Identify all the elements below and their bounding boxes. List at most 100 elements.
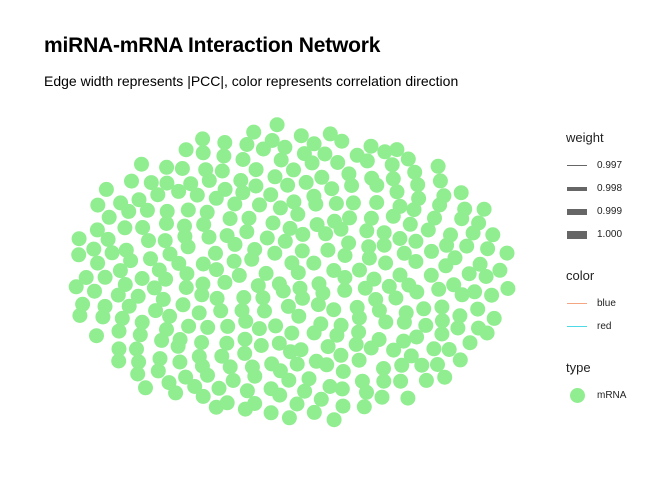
mrna-node — [351, 324, 367, 340]
mrna-node — [97, 269, 113, 285]
mrna-node — [286, 162, 301, 178]
mrna-node — [452, 352, 468, 368]
mrna-node — [450, 320, 466, 336]
mrna-node — [263, 187, 279, 203]
mrna-node — [430, 357, 445, 372]
mrna-node — [253, 338, 269, 353]
mrna-node — [420, 222, 436, 238]
mrna-node — [201, 229, 217, 245]
mrna-node — [259, 230, 275, 246]
mrna-node — [264, 133, 280, 148]
weight-legend-label: 0.999 — [597, 206, 623, 217]
mrna-node — [272, 387, 288, 403]
mrna-node — [124, 173, 139, 189]
mrna-node — [89, 328, 104, 344]
red-key-line — [567, 326, 587, 327]
mrna-node — [409, 284, 425, 300]
mrna-node — [306, 404, 322, 420]
mrna-node — [359, 384, 374, 400]
mrna-node — [131, 192, 147, 208]
mrna-node — [217, 274, 233, 290]
mrna-node — [134, 156, 149, 172]
mrna-node — [246, 124, 262, 140]
mrna-node — [71, 247, 87, 263]
mrna-node — [151, 262, 167, 278]
mrna-node — [298, 174, 314, 190]
mrna-node — [131, 354, 147, 370]
mrna-node — [100, 231, 116, 247]
mrna-node — [162, 246, 178, 262]
mrna-node — [235, 152, 251, 167]
mrna-node — [263, 405, 279, 421]
mrna-node — [195, 145, 211, 161]
mrna-node — [208, 399, 224, 415]
weight-key-line — [567, 164, 587, 167]
mrna-node — [376, 373, 392, 389]
mrna-node — [187, 379, 203, 394]
mrna-node — [403, 348, 419, 364]
mrna-node — [402, 216, 418, 232]
mrna-node — [349, 147, 365, 163]
mrna-node — [333, 347, 349, 363]
mrna-node — [217, 135, 233, 150]
mrna-node — [178, 369, 194, 385]
mrna-node — [485, 227, 501, 243]
mrna-node — [363, 340, 379, 356]
mrna-node — [90, 255, 106, 271]
weight-legend-item: 0.997 — [566, 154, 666, 177]
mrna-node — [454, 287, 470, 303]
mrna-node — [286, 194, 302, 210]
mrna-node — [471, 215, 487, 231]
mrna-node — [150, 363, 166, 379]
mrna-node — [400, 390, 416, 406]
mrna-node — [486, 310, 502, 326]
mrna-node — [226, 253, 242, 269]
mrna-node — [467, 284, 483, 300]
mrna-node — [219, 228, 235, 244]
mrna-node — [75, 296, 91, 312]
mrna-node — [183, 176, 199, 192]
mrna-node — [284, 325, 300, 341]
color-legend-label: blue — [597, 298, 616, 309]
mrna-node — [462, 335, 478, 351]
mrna-node — [130, 288, 146, 304]
mrna-node — [374, 389, 390, 405]
mrna-node — [294, 243, 310, 259]
mrna-node — [342, 210, 357, 226]
mrna-node — [443, 227, 458, 243]
mrna-node — [416, 301, 432, 317]
mrna-node — [434, 326, 450, 342]
mrna-node — [334, 381, 350, 397]
mrna-node — [393, 373, 409, 389]
mrna-node — [250, 278, 266, 294]
mrna-node — [225, 373, 241, 388]
mrna-node — [200, 367, 215, 383]
mrna-node — [385, 171, 401, 187]
mrna-node — [168, 385, 184, 401]
mrna-node — [68, 279, 84, 295]
mrna-node — [326, 263, 342, 278]
mrna-node — [237, 401, 253, 417]
mrna-node — [252, 197, 267, 213]
mrna-node — [309, 217, 325, 233]
mrna-node — [267, 169, 283, 185]
mrna-node — [199, 204, 215, 220]
mrna-node — [111, 323, 127, 339]
mrna-node — [447, 250, 463, 266]
mrna-node — [392, 198, 408, 214]
mrna-node — [159, 159, 175, 175]
mrna-node — [265, 215, 281, 231]
mrna-node — [191, 305, 207, 321]
mrna-node — [384, 157, 400, 173]
mrna-node — [148, 303, 164, 319]
mrna-node — [472, 256, 488, 272]
mrna-node — [195, 131, 211, 147]
color-legend-item: red — [566, 315, 666, 338]
mrna-node — [306, 136, 322, 152]
chart-title: miRNA-mRNA Interaction Network — [44, 34, 381, 57]
mrna-node — [248, 162, 264, 178]
mrna-node — [317, 146, 333, 162]
mrna-node — [233, 173, 249, 188]
mrna-node — [214, 163, 230, 179]
mrna-node — [95, 309, 111, 325]
